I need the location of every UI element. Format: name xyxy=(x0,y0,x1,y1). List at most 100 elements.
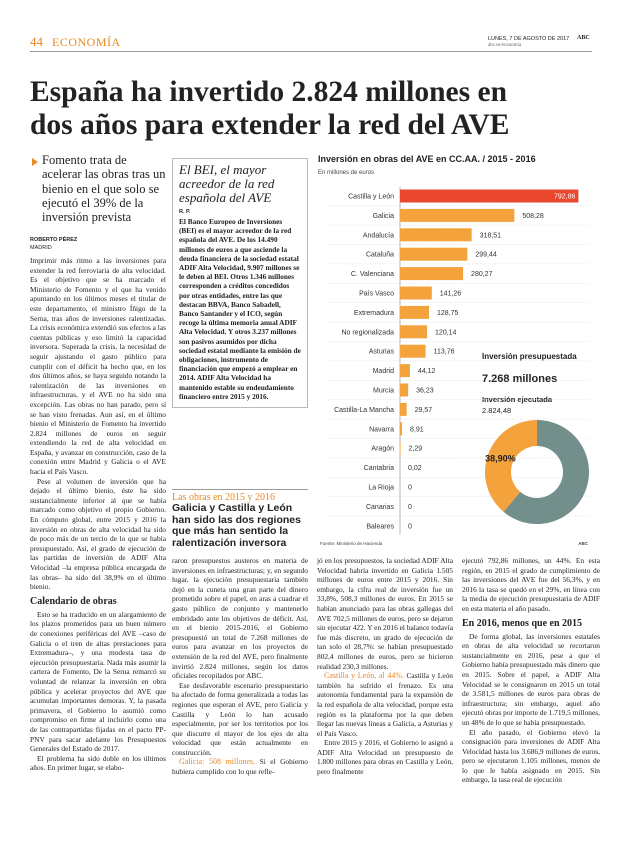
value-label: 280,27 xyxy=(471,271,493,278)
category-label: Baleares xyxy=(366,523,394,530)
paragraph: Esto se ha traducido en un alargamiento … xyxy=(30,610,166,754)
paragraph-text: El problema ha sido doble en los últimos… xyxy=(30,753,166,773)
category-label: Andalucía xyxy=(363,232,394,239)
bar xyxy=(400,189,579,203)
category-label: Aragón xyxy=(371,446,394,453)
url: abc.es/economia xyxy=(488,43,522,48)
paragraph: ejecutó 792,86 millones, un 44%. En esta… xyxy=(462,556,600,614)
subhead: Calendario de obras xyxy=(30,595,117,607)
paragraph: Pese al volumen de inversión que ha deja… xyxy=(30,477,166,592)
deck-marker xyxy=(32,158,38,166)
category-label: Asturias xyxy=(369,349,395,356)
paragraph-text: jó en los presupuestos, la sociedad ADIF… xyxy=(317,556,453,671)
chart-source: Fuente: Ministerio de Hacienda xyxy=(320,541,383,546)
bar xyxy=(400,286,432,300)
donut-budget-label: Inversión presupuestada xyxy=(482,352,577,361)
value-label: 0 xyxy=(408,523,412,530)
paragraph-text: Esto se ha traducido en un alargamiento … xyxy=(30,609,166,754)
value-label: 113,76 xyxy=(434,349,455,356)
category-label: Murcia xyxy=(373,388,394,395)
category-label: Galicia xyxy=(373,213,395,220)
value-label: 0,02 xyxy=(408,465,422,472)
paragraph-lead: Galicia: 508 millones. xyxy=(179,757,256,767)
value-label: 0 xyxy=(408,504,412,511)
sidebar-text: El Banco Europeo de Inversiones (BEI) es… xyxy=(179,217,301,401)
value-label: 299,44 xyxy=(475,252,497,259)
paragraph-text: Si el Gobierno hubiera cumplido con lo q… xyxy=(172,757,308,777)
date: LUNES, 7 DE AGOSTO DE 2017 xyxy=(488,36,570,42)
category-label: Cantabria xyxy=(364,465,394,472)
bar xyxy=(400,305,429,319)
paragraph: Imprimir más ritmo a las inversiones par… xyxy=(30,256,166,477)
paragraph: El año pasado, el Gobierno elevó la cons… xyxy=(462,728,600,786)
byline-place: MADRID xyxy=(30,245,52,251)
chart-subtitle: En millones de euros xyxy=(318,170,374,176)
bar xyxy=(400,364,410,378)
body-column: ejecutó 792,86 millones, un 44%. En esta… xyxy=(462,556,600,846)
category-label: Castilla-La Mancha xyxy=(334,407,394,414)
bar xyxy=(400,247,468,261)
paragraph-text: Pese al volumen de inversión que ha deja… xyxy=(30,476,166,592)
category-label: Navarra xyxy=(369,426,394,433)
paragraph: raron presupuestos austeros en materia d… xyxy=(172,556,308,681)
donut-executed-value: 2.824,48 xyxy=(482,406,511,415)
subhead: En 2016, menos que en 2015 xyxy=(462,617,583,629)
chart: Inversión en obras del AVE en CC.AA. / 2… xyxy=(318,154,590,546)
paragraph: Entre 2015 y 2016, el Gobierno le asignó… xyxy=(317,738,453,776)
headline: España ha invertido 2.824 millones en do… xyxy=(30,76,509,142)
category-label: Extremadura xyxy=(354,310,394,317)
paragraph: jó en los presupuestos, la sociedad ADIF… xyxy=(317,556,453,671)
body-column: raron presupuestos austeros en materia d… xyxy=(172,556,308,846)
paragraph-text: Castilla y León también ha sufrido el fr… xyxy=(317,671,453,738)
paragraph-text: Imprimir más ritmo a las inversiones par… xyxy=(30,256,166,477)
headline-line: España ha invertido 2.824 millones en xyxy=(30,76,507,108)
byline-author: ROBERTO PÉREZ xyxy=(30,237,78,243)
bar xyxy=(400,441,401,455)
pullquote-kicker: Las obras en 2015 y 2016 xyxy=(172,492,276,503)
value-label: 508,28 xyxy=(522,213,544,220)
paragraph: Castilla y León, al 44%. Castilla y León… xyxy=(317,671,453,738)
bar xyxy=(400,344,426,358)
chart-title: Inversión en obras del AVE en CC.AA. / 2… xyxy=(318,154,536,164)
paragraph-text: Entre 2015 y 2016, el Gobierno le asignó… xyxy=(317,738,453,777)
paragraph: Galicia: 508 millones. Si el Gobierno hu… xyxy=(172,757,308,776)
bar xyxy=(400,383,409,397)
donut-segment xyxy=(503,420,590,524)
value-label: 792,86 xyxy=(554,194,576,201)
value-label: 29,57 xyxy=(415,407,433,414)
paragraph-text: El año pasado, el Gobierno elevó la cons… xyxy=(462,727,600,785)
header-rule xyxy=(30,51,592,52)
bar xyxy=(400,267,464,281)
paragraph-text: ejecutó 792,86 millones, un 44%. En esta… xyxy=(462,556,600,613)
bar xyxy=(400,325,428,339)
value-label: 44,12 xyxy=(418,368,436,375)
paragraph: Ese desfavorable escenario presupuestari… xyxy=(172,681,308,758)
sidebar-author: R. P. xyxy=(179,209,191,215)
donut-executed-label: Inversión ejecutada xyxy=(482,395,553,404)
bar xyxy=(400,208,515,222)
donut-label: 38,90% xyxy=(485,454,516,464)
category-label: No regionalizada xyxy=(341,329,394,336)
deck: Fomento trata de acelerar las obras tras… xyxy=(42,153,166,225)
value-label: 141,26 xyxy=(440,291,462,298)
category-label: C. Valenciana xyxy=(351,271,394,278)
value-label: 120,14 xyxy=(435,329,457,336)
headline-line: dos años para extender la red del AVE xyxy=(30,109,510,141)
section: ECONOMÍA xyxy=(52,35,121,49)
category-label: La Rioja xyxy=(368,485,394,492)
donut-segment xyxy=(485,420,537,512)
donut-budget-value: 7.268 millones xyxy=(482,373,557,385)
category-label: Cataluña xyxy=(366,252,394,259)
bar xyxy=(400,402,407,416)
bar xyxy=(400,228,472,242)
value-label: 36,23 xyxy=(416,388,434,395)
body-column: Imprimir más ritmo a las inversiones par… xyxy=(30,256,166,846)
category-label: Castilla y León xyxy=(348,194,394,201)
sidebar: El BEI, el mayor acreedor de la red espa… xyxy=(172,158,308,408)
brand: ABC xyxy=(577,35,590,41)
paragraph-text: Ese desfavorable escenario presupuestari… xyxy=(172,680,308,757)
paragraph-lead: Castilla y León, al 44%. xyxy=(324,671,404,681)
bar xyxy=(400,422,403,436)
value-label: 8,91 xyxy=(410,426,424,433)
